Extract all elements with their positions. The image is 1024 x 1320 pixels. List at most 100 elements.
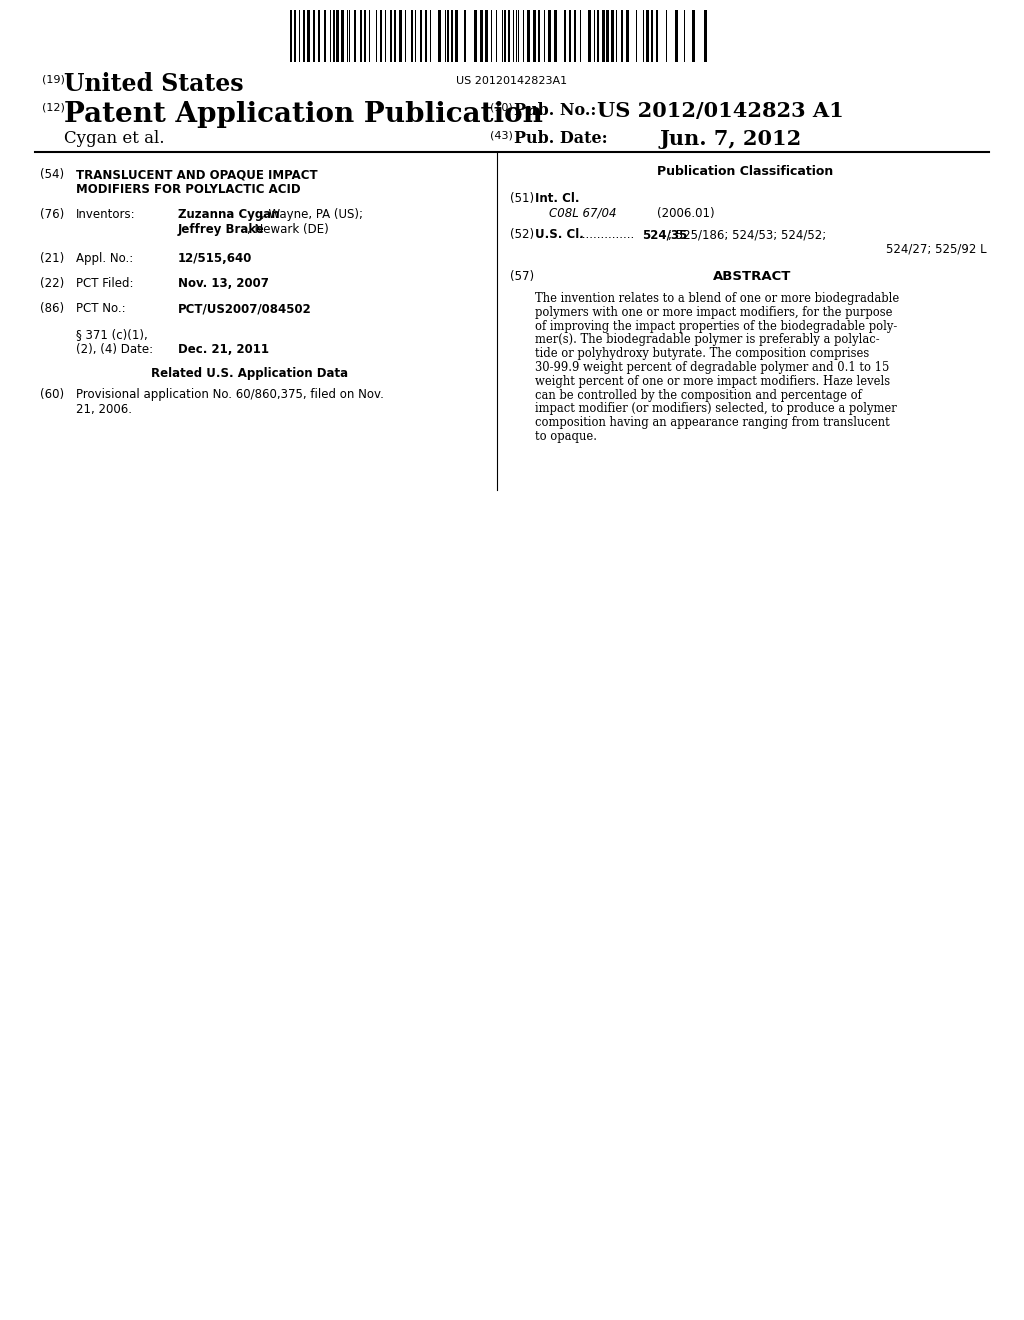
Text: (57): (57) (510, 271, 535, 282)
Bar (394, 11, 395, 62)
Text: composition having an appearance ranging from translucent: composition having an appearance ranging… (535, 416, 890, 429)
Bar (508, 11, 510, 62)
Bar (544, 11, 545, 62)
Text: Pub. Date:: Pub. Date: (514, 129, 607, 147)
Text: to opaque.: to opaque. (535, 430, 597, 444)
Text: polymers with one or more impact modifiers, for the purpose: polymers with one or more impact modifie… (535, 306, 893, 319)
Text: (86): (86) (40, 302, 65, 315)
Text: ABSTRACT: ABSTRACT (713, 271, 792, 282)
Bar (526, 11, 529, 62)
Bar (684, 11, 685, 62)
Text: (43): (43) (490, 131, 513, 141)
Bar (622, 11, 624, 62)
Bar (574, 11, 577, 62)
Bar (522, 11, 523, 62)
Text: (2006.01): (2006.01) (657, 207, 715, 220)
Text: Zuzanna Cygan: Zuzanna Cygan (178, 209, 280, 220)
Bar (317, 11, 319, 62)
Text: , Wayne, PA (US);: , Wayne, PA (US); (261, 209, 362, 220)
Bar (294, 11, 296, 62)
Bar (425, 11, 427, 62)
Text: U.S. Cl.: U.S. Cl. (535, 228, 584, 242)
Bar (611, 11, 614, 62)
Bar (333, 11, 335, 62)
Bar (646, 11, 649, 62)
Bar (675, 11, 678, 62)
Bar (597, 11, 599, 62)
Bar (347, 11, 348, 62)
Text: Related U.S. Application Data: Related U.S. Application Data (152, 367, 348, 380)
Text: MODIFIERS FOR POLYLACTIC ACID: MODIFIERS FOR POLYLACTIC ACID (76, 183, 301, 195)
Bar (455, 11, 458, 62)
Text: Cygan et al.: Cygan et al. (63, 129, 165, 147)
Bar (325, 11, 327, 62)
Text: Int. Cl.: Int. Cl. (535, 191, 580, 205)
Text: Appl. No.:: Appl. No.: (76, 252, 133, 265)
Text: 524/35: 524/35 (642, 228, 687, 242)
Bar (485, 11, 487, 62)
Bar (656, 11, 657, 62)
Text: (19): (19) (42, 75, 65, 84)
Bar (302, 11, 304, 62)
Bar (451, 11, 453, 62)
Text: (54): (54) (40, 168, 65, 181)
Text: 21, 2006.: 21, 2006. (76, 403, 132, 416)
Bar (398, 11, 401, 62)
Text: United States: United States (63, 73, 244, 96)
Text: The invention relates to a blend of one or more biodegradable: The invention relates to a blend of one … (535, 292, 899, 305)
Text: Nov. 13, 2007: Nov. 13, 2007 (178, 277, 269, 290)
Bar (554, 11, 557, 62)
Text: ...............: ............... (579, 228, 635, 242)
Bar (588, 11, 591, 62)
Text: impact modifier (or modifiers) selected, to produce a polymer: impact modifier (or modifiers) selected,… (535, 403, 897, 416)
Bar (534, 11, 537, 62)
Text: (21): (21) (40, 252, 65, 265)
Text: Jeffrey Brake: Jeffrey Brake (178, 223, 265, 236)
Bar (516, 11, 517, 62)
Bar (307, 11, 309, 62)
Bar (490, 11, 492, 62)
Text: PCT Filed:: PCT Filed: (76, 277, 133, 290)
Text: can be controlled by the composition and percentage of: can be controlled by the composition and… (535, 388, 862, 401)
Bar (336, 11, 339, 62)
Bar (636, 11, 637, 62)
Text: (12): (12) (42, 103, 65, 114)
Text: weight percent of one or more impact modifiers. Haze levels: weight percent of one or more impact mod… (535, 375, 890, 388)
Text: (2), (4) Date:: (2), (4) Date: (76, 343, 154, 356)
Bar (430, 11, 431, 62)
Text: Publication Classification: Publication Classification (656, 165, 834, 178)
Text: , Newark (DE): , Newark (DE) (247, 223, 329, 236)
Bar (464, 11, 466, 62)
Text: (10): (10) (490, 103, 513, 114)
Bar (404, 11, 406, 62)
Text: (52): (52) (510, 228, 535, 242)
Text: PCT/US2007/084502: PCT/US2007/084502 (178, 302, 311, 315)
Bar (564, 11, 566, 62)
Bar (594, 11, 595, 62)
Bar (539, 11, 540, 62)
Bar (341, 11, 344, 62)
Bar (420, 11, 422, 62)
Bar (330, 11, 332, 62)
Bar (364, 11, 367, 62)
Text: 12/515,640: 12/515,640 (178, 252, 252, 265)
Text: ; 525/186; 524/53; 524/52;: ; 525/186; 524/53; 524/52; (668, 228, 826, 242)
Text: Provisional application No. 60/860,375, filed on Nov.: Provisional application No. 60/860,375, … (76, 388, 384, 401)
Text: (22): (22) (40, 277, 65, 290)
Text: of improving the impact properties of the biodegradable poly-: of improving the impact properties of th… (535, 319, 897, 333)
Bar (380, 11, 382, 62)
Bar (606, 11, 609, 62)
Bar (650, 11, 652, 62)
Text: C08L 67/04: C08L 67/04 (549, 207, 616, 220)
Text: Patent Application Publication: Patent Application Publication (63, 102, 543, 128)
Bar (602, 11, 605, 62)
Bar (705, 11, 707, 62)
Bar (290, 11, 292, 62)
Text: (60): (60) (40, 388, 65, 401)
Text: TRANSLUCENT AND OPAQUE IMPACT: TRANSLUCENT AND OPAQUE IMPACT (76, 168, 317, 181)
Text: Dec. 21, 2011: Dec. 21, 2011 (178, 343, 269, 356)
Bar (548, 11, 551, 62)
Bar (353, 11, 356, 62)
Bar (360, 11, 362, 62)
Bar (496, 11, 497, 62)
